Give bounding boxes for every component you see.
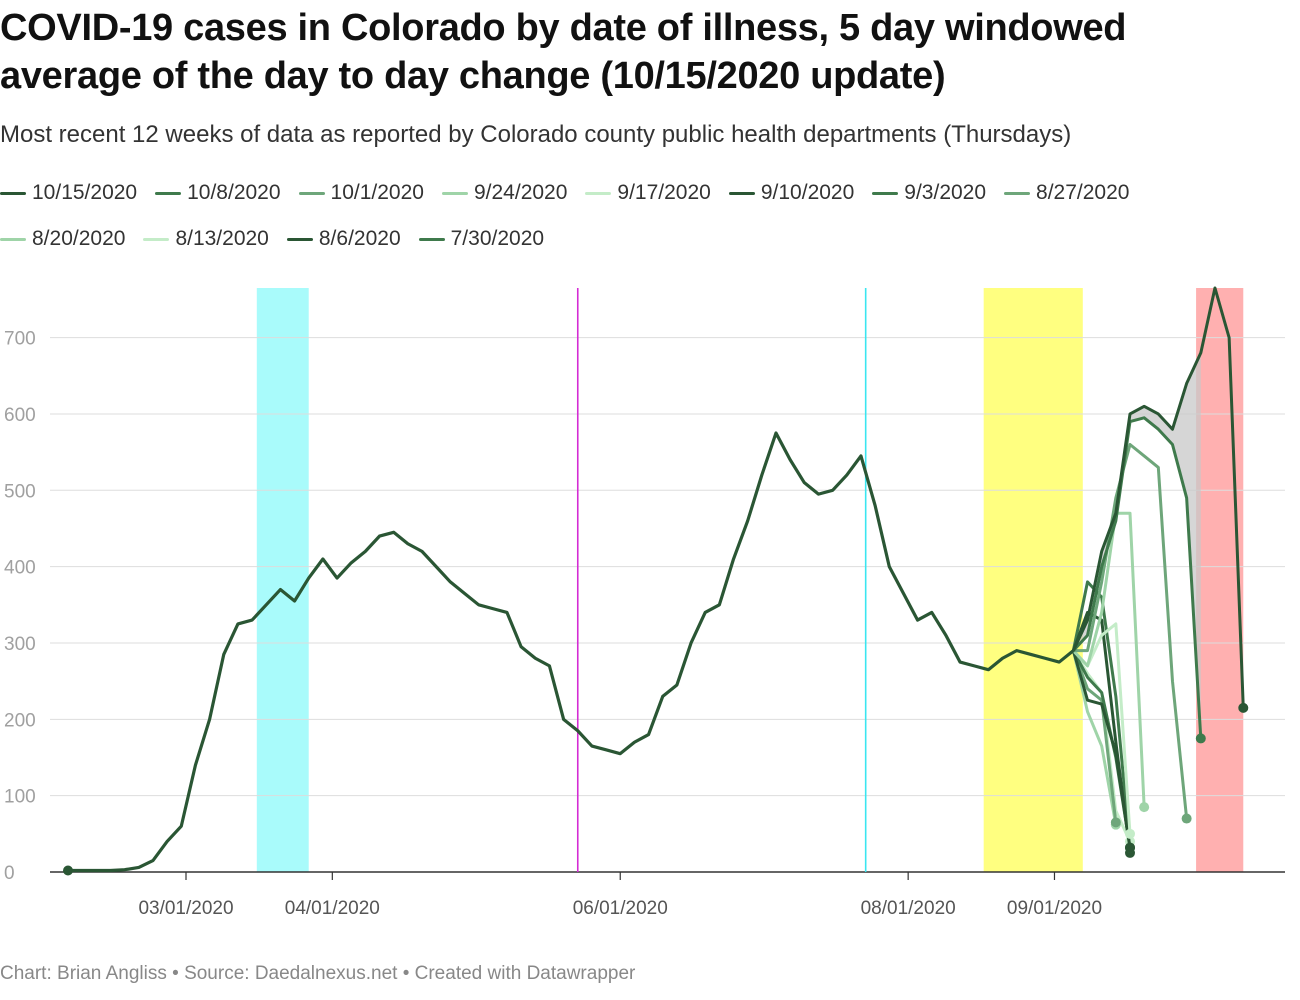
legend-swatch: [286, 237, 313, 241]
legend-label: 9/24/2020: [473, 181, 568, 204]
chart-title-line-1: COVID-19 cases in Colorado by date of il…: [0, 7, 1127, 49]
series-line: [1071, 580, 1132, 848]
legend-swatch: [1004, 191, 1031, 195]
series-end-point: [1181, 813, 1192, 824]
legend-item: 9/24/2020: [441, 176, 568, 210]
series-end-point: [1139, 802, 1150, 813]
legend-swatch: [0, 191, 26, 195]
legend-label: 10/1/2020: [330, 181, 424, 204]
legend-swatch: [872, 191, 899, 195]
legend-item: 8/27/2020: [1004, 176, 1129, 210]
shaded-band: [256, 288, 309, 872]
baseline-series-line: [68, 431, 1075, 873]
legend-item: 8/6/2020: [286, 222, 401, 256]
legend-label: 8/13/2020: [175, 227, 269, 250]
chart-footer: Chart: Brian Angliss • Source: Daedalnex…: [0, 963, 636, 984]
x-tick-label: 06/01/2020: [573, 898, 668, 919]
shaded-band: [1196, 288, 1244, 872]
chart-legend: 10/15/2020 10/8/2020 10/1/2020 9/24/2020 9/1…: [0, 176, 1290, 256]
series-line: [1071, 650, 1118, 825]
y-tick-label: 300: [4, 634, 36, 655]
legend-swatch: [441, 191, 468, 195]
series-end-point: [1125, 828, 1135, 839]
legend-swatch: [143, 237, 170, 241]
legend-item: 9/3/2020: [872, 176, 986, 210]
legend-label: 9/3/2020: [904, 181, 987, 204]
legend-label: 9/10/2020: [760, 181, 855, 204]
series-end-point: [1238, 702, 1249, 713]
difference-area: [1073, 352, 1201, 739]
legend-swatch: [728, 191, 755, 195]
legend-item: 8/20/2020: [0, 222, 125, 256]
series-end-point: [1110, 817, 1121, 828]
y-tick-label: 0: [4, 863, 15, 884]
y-tick-label: 400: [4, 558, 36, 579]
series-line: [1071, 650, 1118, 823]
x-tick-label: 09/01/2020: [1007, 898, 1102, 919]
legend-item: 10/8/2020: [155, 176, 281, 210]
x-tick-label: 04/01/2020: [285, 898, 380, 919]
y-tick-label: 100: [4, 787, 36, 808]
legend-item: 10/15/2020: [0, 176, 137, 210]
series-line: [1071, 286, 1245, 708]
series-line: [1073, 442, 1189, 819]
legend-swatch: [0, 237, 26, 241]
chart-title-line-2: average of the day to day change (10/15/…: [0, 55, 946, 97]
legend-item: 9/17/2020: [585, 176, 711, 210]
shaded-band: [983, 288, 1083, 872]
y-tick-label: 500: [4, 481, 36, 502]
legend-item: 7/30/2020: [418, 222, 545, 256]
series-line: [1072, 416, 1203, 739]
legend-swatch: [298, 191, 325, 195]
series-end-point: [1195, 733, 1206, 744]
chart-subtitle: Most recent 12 weeks of data as reported…: [0, 121, 1072, 148]
legend-label: 10/8/2020: [187, 181, 281, 204]
legend-item: 10/1/2020: [298, 176, 424, 210]
legend-label: 7/30/2020: [450, 227, 545, 250]
y-tick-label: 200: [4, 710, 36, 731]
legend-label: 8/27/2020: [1036, 181, 1130, 204]
series-line: [1072, 511, 1146, 808]
legend-label: 10/15/2020: [32, 181, 138, 204]
series-start-point: [63, 865, 73, 876]
y-tick-label: 600: [4, 405, 36, 426]
line-chart: 0 100 200 300 400 500 600 700 03/01/2020 04/01/20…: [4, 286, 1285, 919]
legend-swatch: [418, 237, 445, 241]
legend-item: 9/10/2020: [728, 176, 855, 210]
series-line: [1071, 650, 1132, 848]
chart-title: COVID-19 cases in Colorado by date of il…: [0, 4, 1290, 100]
legend-item: 8/13/2020: [143, 222, 269, 256]
x-tick-label: 08/01/2020: [861, 898, 956, 919]
y-tick-label: 700: [4, 329, 36, 350]
x-tick-label: 03/01/2020: [138, 898, 233, 919]
legend-label: 9/17/2020: [617, 181, 711, 204]
legend-label: 8/6/2020: [318, 227, 401, 250]
legend-label: 8/20/2020: [32, 227, 126, 250]
series-end-point: [1125, 842, 1135, 853]
legend-swatch: [155, 191, 182, 195]
legend-swatch: [585, 191, 612, 195]
